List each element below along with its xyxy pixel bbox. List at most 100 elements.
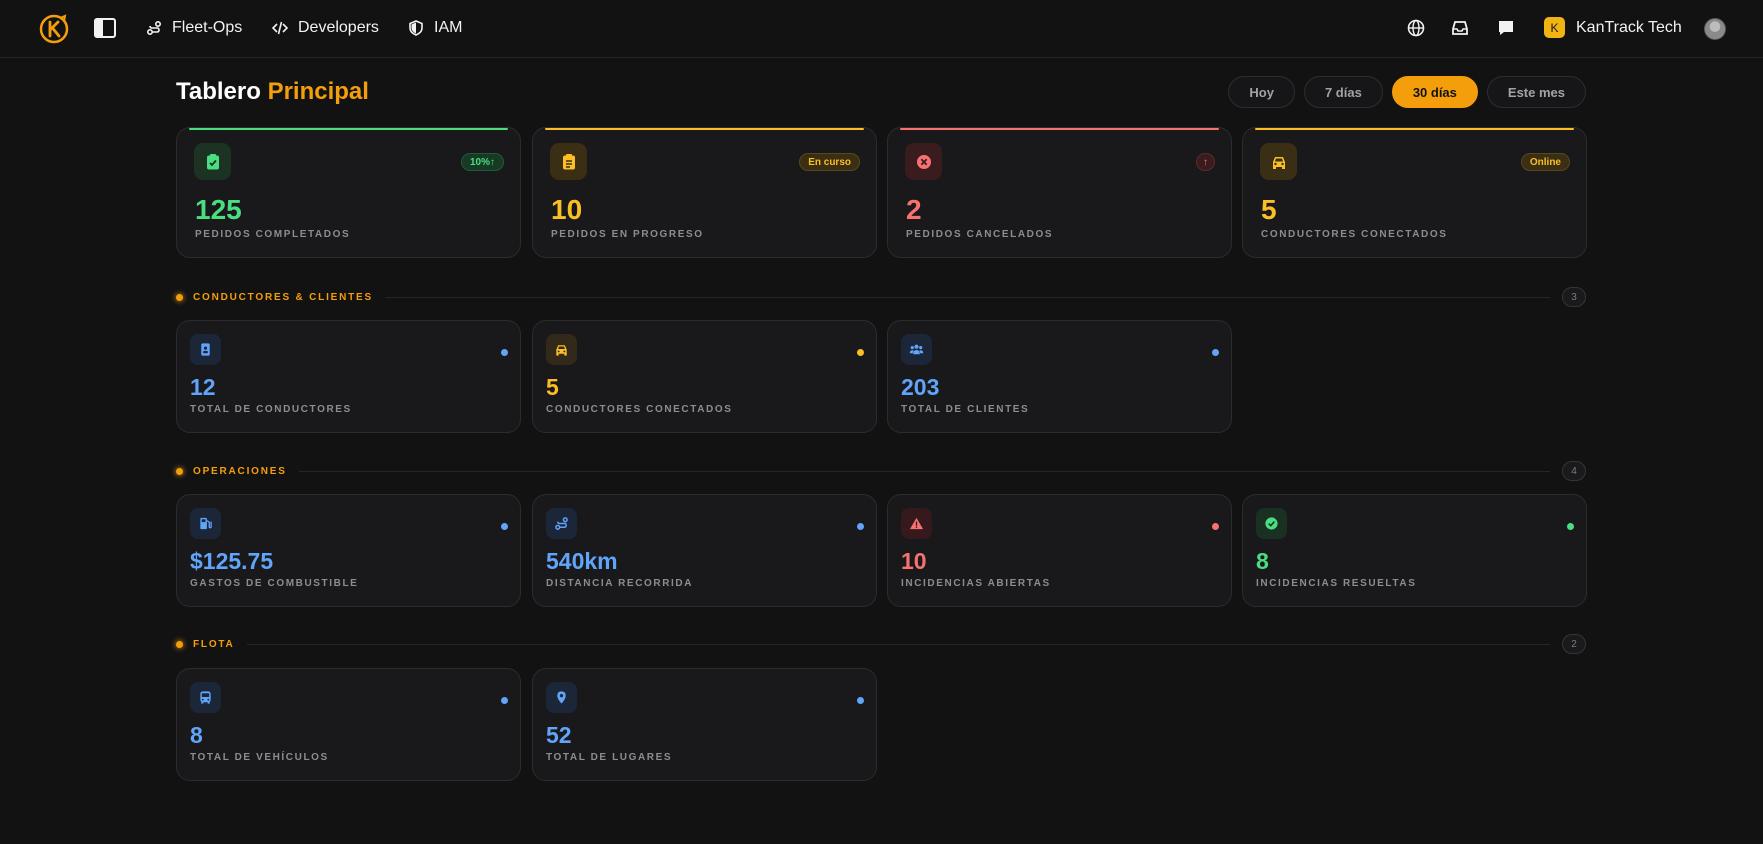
connected-drivers-value: 5	[546, 374, 559, 400]
check-circle-icon	[1256, 508, 1287, 539]
map-pin-icon	[546, 682, 577, 713]
nav-fleet-ops-label: Fleet-Ops	[172, 19, 243, 36]
stat-card-resolved-incidents[interactable]: 8 INCIDENCIAS RESUELTAS	[1242, 494, 1587, 607]
stat-card-open-incidents[interactable]: 10 INCIDENCIAS ABIERTAS	[887, 494, 1232, 607]
open-incidents-value: 10	[901, 548, 927, 574]
stat-card-connected-drivers-2[interactable]: 5 CONDUCTORES CONECTADOS	[532, 320, 877, 433]
status-dot	[857, 523, 864, 530]
clipboard-list-icon	[550, 143, 587, 180]
chat-icon[interactable]	[1497, 19, 1515, 37]
total-vehicles-value: 8	[190, 722, 203, 748]
card-accent-line	[545, 128, 864, 130]
section-header-drivers-clients: CONDUCTORES & CLIENTES 3	[176, 287, 1586, 307]
car-icon	[1260, 143, 1297, 180]
total-vehicles-label: TOTAL DE VEHÍCULOS	[190, 752, 329, 763]
org-badge: K	[1544, 17, 1565, 38]
section-count: 2	[1562, 634, 1586, 654]
status-badge: En curso	[799, 153, 860, 171]
status-dot	[501, 697, 508, 704]
completed-orders-label: PEDIDOS COMPLETADOS	[195, 229, 351, 240]
card-accent-line	[1255, 128, 1574, 130]
completed-orders-value: 125	[195, 194, 242, 225]
avatar[interactable]	[1704, 18, 1726, 40]
stat-card-distance[interactable]: 540km DISTANCIA RECORRIDA	[532, 494, 877, 607]
top-navbar: Fleet-Ops Developers IAM K KanTrack Tech	[0, 0, 1763, 58]
total-clients-value: 203	[901, 374, 940, 400]
total-clients-label: TOTAL DE CLIENTES	[901, 404, 1030, 415]
kantrack-logo-icon[interactable]	[38, 13, 70, 45]
section-dot	[176, 293, 183, 301]
resolved-incidents-value: 8	[1256, 548, 1269, 574]
section-divider	[384, 296, 1550, 298]
open-incidents-label: INCIDENCIAS ABIERTAS	[901, 578, 1051, 589]
organization-switcher[interactable]: K KanTrack Tech	[1544, 17, 1682, 38]
stat-card-cancelled-orders[interactable]: ↑ 2 PEDIDOS CANCELADOS	[887, 127, 1232, 258]
fuel-expenses-label: GASTOS DE COMBUSTIBLE	[190, 578, 359, 589]
nav-iam[interactable]: IAM	[408, 18, 462, 38]
filter-30-days-button[interactable]: 30 días	[1391, 76, 1478, 108]
page-title-accent: Principal	[267, 78, 369, 105]
section-count: 4	[1562, 461, 1586, 481]
status-dot	[1212, 349, 1219, 356]
status-dot	[501, 523, 508, 530]
page-title-main: Tablero	[176, 78, 261, 105]
filter-7-days-button[interactable]: 7 días	[1303, 76, 1383, 108]
cancelled-orders-label: PEDIDOS CANCELADOS	[906, 229, 1054, 240]
bus-icon	[190, 682, 221, 713]
trend-badge: ↑	[1196, 153, 1215, 171]
globe-icon[interactable]	[1407, 19, 1425, 37]
nav-iam-label: IAM	[434, 19, 463, 36]
in-progress-orders-value: 10	[551, 194, 583, 225]
users-icon	[901, 334, 932, 365]
page-title: Tablero Principal	[176, 78, 369, 106]
code-icon	[272, 21, 288, 35]
x-circle-icon	[905, 143, 942, 180]
status-dot	[1212, 523, 1219, 530]
fuel-pump-icon	[190, 508, 221, 539]
stat-card-total-vehicles[interactable]: 8 TOTAL DE VEHÍCULOS	[176, 668, 521, 781]
stat-card-total-clients[interactable]: 203 TOTAL DE CLIENTES	[887, 320, 1232, 433]
nav-fleet-ops[interactable]: Fleet-Ops	[146, 18, 242, 38]
section-header-operations: OPERACIONES 4	[176, 461, 1586, 481]
total-places-value: 52	[546, 722, 572, 748]
warning-icon	[901, 508, 932, 539]
route-icon	[546, 508, 577, 539]
clipboard-check-icon	[194, 143, 231, 180]
car-icon	[546, 334, 577, 365]
distance-value: 540km	[546, 548, 618, 574]
total-drivers-label: TOTAL DE CONDUCTORES	[190, 404, 352, 415]
filter-this-month-button[interactable]: Este mes	[1486, 76, 1586, 108]
date-filter-group: Hoy 7 días 30 días Este mes	[1228, 76, 1586, 108]
stat-card-in-progress-orders[interactable]: En curso 10 PEDIDOS EN PROGRESO	[532, 127, 877, 258]
stat-card-completed-orders[interactable]: 10%↑ 125 PEDIDOS COMPLETADOS	[176, 127, 521, 258]
nav-developers[interactable]: Developers	[272, 18, 379, 38]
section-count: 3	[1562, 287, 1586, 307]
status-dot	[1567, 523, 1574, 530]
shield-icon	[409, 20, 423, 36]
status-dot	[857, 349, 864, 356]
trend-badge: 10%↑	[460, 153, 504, 171]
cancelled-orders-value: 2	[906, 194, 922, 225]
in-progress-orders-label: PEDIDOS EN PROGRESO	[551, 229, 704, 240]
sidebar-toggle-icon[interactable]	[94, 18, 116, 38]
card-accent-line	[189, 128, 508, 130]
distance-label: DISTANCIA RECORRIDA	[546, 578, 694, 589]
status-dot	[501, 349, 508, 356]
section-title: OPERACIONES	[193, 465, 287, 477]
section-header-fleet: FLOTA 2	[176, 634, 1586, 654]
connected-drivers-value: 5	[1261, 194, 1277, 225]
resolved-incidents-label: INCIDENCIAS RESUELTAS	[1256, 578, 1417, 589]
status-dot	[857, 697, 864, 704]
stat-card-connected-drivers[interactable]: Online 5 CONDUCTORES CONECTADOS	[1242, 127, 1587, 258]
total-drivers-value: 12	[190, 374, 216, 400]
stat-card-fuel-expenses[interactable]: $125.75 GASTOS DE COMBUSTIBLE	[176, 494, 521, 607]
org-name: KanTrack Tech	[1576, 18, 1682, 36]
inbox-icon[interactable]	[1451, 19, 1469, 37]
stat-card-total-places[interactable]: 52 TOTAL DE LUGARES	[532, 668, 877, 781]
stat-card-total-drivers[interactable]: 12 TOTAL DE CONDUCTORES	[176, 320, 521, 433]
route-icon	[146, 20, 162, 36]
filter-today-button[interactable]: Hoy	[1228, 76, 1295, 108]
section-title: CONDUCTORES & CLIENTES	[193, 291, 373, 303]
section-title: FLOTA	[193, 638, 235, 650]
section-dot	[176, 640, 183, 648]
